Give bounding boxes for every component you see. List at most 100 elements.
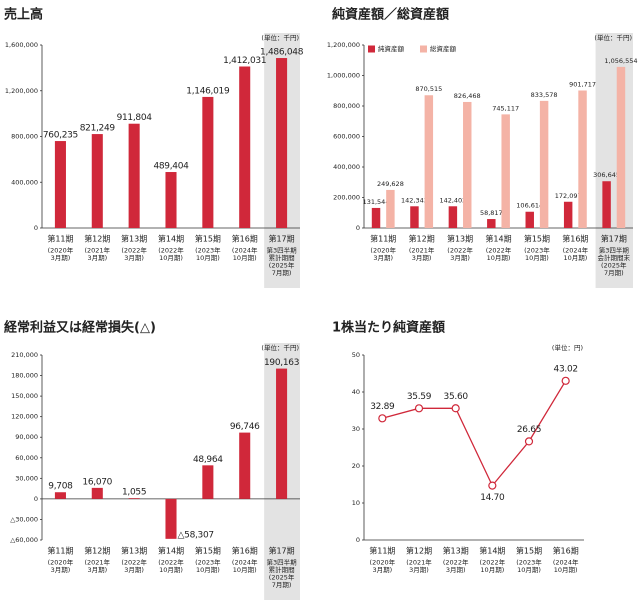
y-tick-label: 50 [352,351,360,359]
x-tick-label: 第3四半期 [599,246,630,255]
bar [128,498,140,499]
y-tick-label: 60,000 [15,454,38,462]
point [451,404,460,413]
value-label: △58,307 [178,530,214,540]
bar [616,66,626,228]
bar [276,368,288,499]
y-tick-label: 0 [34,224,38,232]
bar [386,189,395,228]
x-tick-label: 3月期) [87,566,107,574]
y-tick-label: 400,000 [333,163,360,171]
bar [239,432,251,499]
point [378,414,387,423]
x-tick-label: 第16期 [232,546,258,556]
value-label: 833,578 [531,91,558,99]
line [382,380,567,487]
value-label: 1,055 [122,488,146,498]
value-label: 26.65 [517,425,541,435]
y-tick-label: 200,000 [333,194,360,202]
bar [578,90,587,228]
x-tick-label: (2022年 [480,558,506,567]
y-tick-label: 40 [352,388,360,396]
x-tick-label: (2021年 [84,558,110,567]
x-tick-label: (2024年 [553,558,579,567]
value-label: 1,486,048 [260,48,304,58]
x-tick-label: 10月期) [554,566,578,574]
x-tick-label: (2021年 [409,246,435,255]
unit-note: (単位：千円) [261,33,299,42]
bar [463,101,472,228]
x-tick-label: 3月期) [51,566,71,574]
y-tick-label: 90,000 [15,433,38,441]
value-label: 131,544 [363,198,390,206]
unit-note: (単位：千円) [594,33,632,42]
value-label: 1,056,554 [604,57,637,65]
value-label: 48,964 [193,455,223,465]
x-tick-label: 10月期) [196,254,220,262]
x-tick-label: 第16期 [232,234,258,244]
x-tick-label: (2023年 [524,246,550,255]
x-tick-label: (2020年 [370,558,396,567]
x-tick-label: (2021年 [406,558,432,567]
y-tick-label: 30 [352,425,360,433]
bar [539,100,549,228]
x-tick-label: 10月期) [159,566,183,574]
y-tick-label: 20 [352,462,360,470]
value-label: 745,117 [492,104,519,112]
bar [54,141,66,228]
legend-swatch [420,45,427,53]
x-tick-label: 第3四半期 [267,558,298,567]
chart-title: 経常利益又は経常損失(△) [4,320,156,336]
bar [276,58,288,228]
chart-title: 純資産額／総資産額 [332,7,449,23]
y-tick-label: 1,000,000 [327,72,360,80]
value-label: 870,515 [415,85,442,93]
x-tick-label: 第11期 [47,546,73,556]
x-tick-label: (2022年 [443,558,469,567]
x-tick-label: 10月期) [233,254,257,262]
x-tick-label: 第12期 [406,546,432,556]
bar [202,96,214,229]
chart-title: 売上高 [4,7,43,23]
x-tick-label: 10月期) [159,254,183,262]
x-tick-label: 3月期) [373,254,393,262]
x-tick-label: 10月期) [563,254,587,262]
x-tick-label: 10月期) [480,566,504,574]
x-tick-label: (2022年 [158,558,184,567]
x-tick-label: (2024年 [232,246,258,255]
bar [501,114,510,228]
unit-note: (単位：円) [552,343,583,352]
bar [487,219,496,228]
x-tick-label: 第16期 [562,234,588,244]
y-tick-label: 1,200,000 [5,87,38,95]
bar [91,134,103,228]
value-label: 142,343 [401,196,428,204]
bar [165,172,177,228]
x-tick-label: 3月期) [450,254,470,262]
x-tick-label: 第13期 [121,234,147,244]
x-tick-label: 第17期 [601,234,627,244]
y-tick-label: 180,000 [11,372,38,380]
bar [563,201,573,228]
x-tick-label: (2022年 [447,246,473,255]
value-label: 190,163 [264,358,299,368]
unit-note: (単位：千円) [261,343,299,352]
bar [410,206,419,228]
bar [602,181,611,228]
bar [165,498,177,539]
x-tick-label: (2023年 [516,558,542,567]
x-tick-label: 10月期) [196,566,220,574]
y-tick-label: 800,000 [333,102,360,110]
bar [239,66,251,228]
y-tick-label: 210,000 [11,351,38,359]
value-label: 901,717 [569,80,596,88]
legend-label: 総資産額 [430,44,457,53]
highlight-band [595,33,633,288]
x-tick-label: 3月期) [87,254,107,262]
bar [525,211,534,228]
value-label: 821,249 [80,124,116,134]
x-tick-label: 第14期 [485,234,511,244]
x-tick-label: 7月期) [272,269,292,277]
x-tick-label: 10月期) [487,254,511,262]
